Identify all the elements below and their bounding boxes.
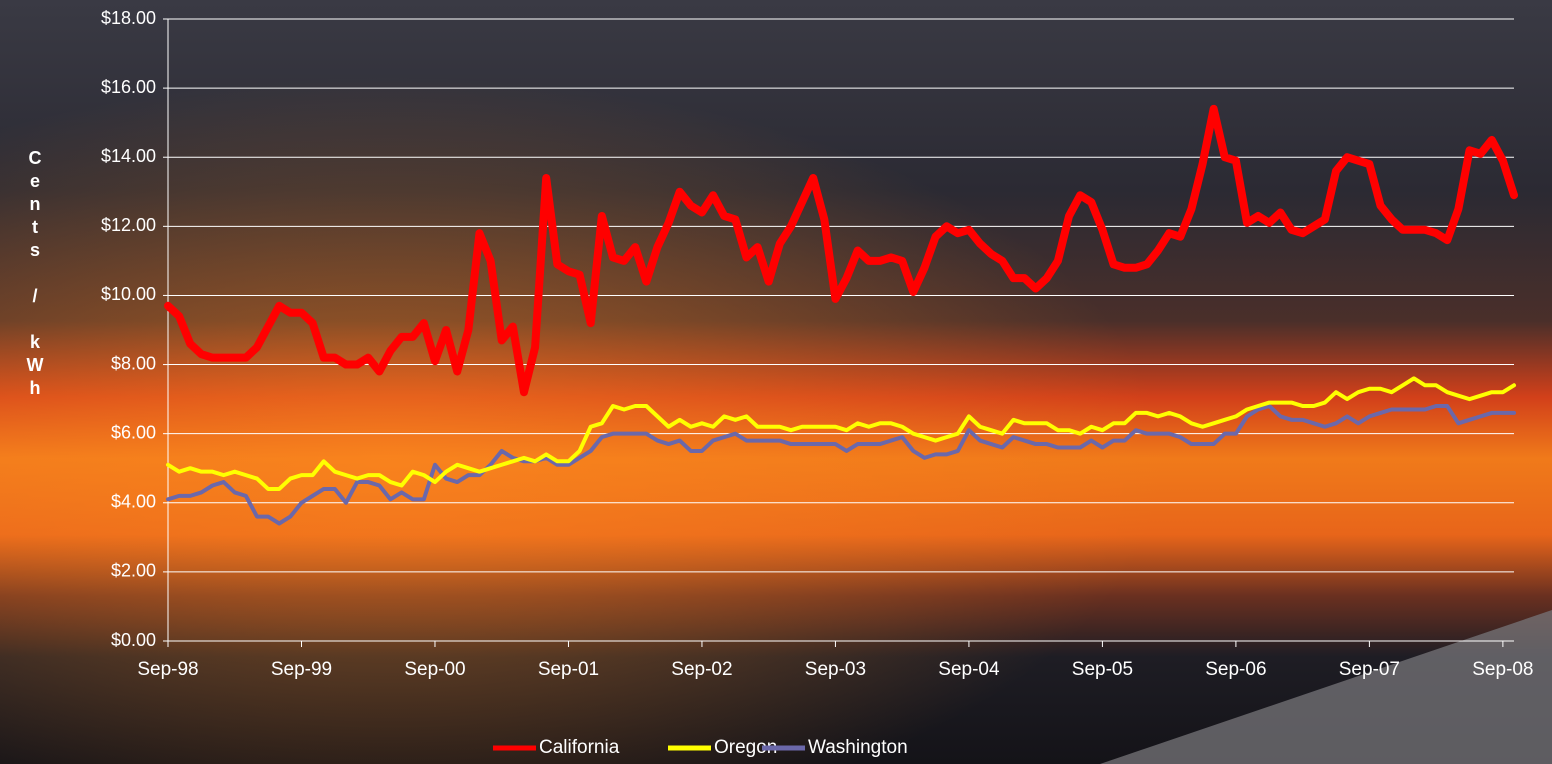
y-tick-label: $4.00 bbox=[111, 492, 156, 512]
series-line bbox=[166, 404, 1516, 526]
y-tick-label: $14.00 bbox=[101, 146, 156, 166]
x-tick-label: Sep-07 bbox=[1339, 659, 1400, 680]
y-tick-label: $8.00 bbox=[111, 353, 156, 373]
x-tick-label: Sep-01 bbox=[538, 659, 599, 680]
x-tick-label: Sep-00 bbox=[404, 659, 465, 680]
y-tick-label: $10.00 bbox=[101, 284, 156, 304]
background-wedge bbox=[1100, 610, 1552, 764]
y-tick-label: $6.00 bbox=[111, 422, 156, 442]
x-tick-label: Sep-03 bbox=[805, 659, 866, 680]
series-line bbox=[164, 104, 1518, 397]
x-tick-label: Sep-08 bbox=[1472, 659, 1533, 680]
y-tick-label: $18.00 bbox=[101, 8, 156, 28]
legend-label: California bbox=[539, 737, 620, 758]
y-tick-label: $16.00 bbox=[101, 77, 156, 97]
y-axis-title: Cents / kWh bbox=[25, 148, 45, 401]
y-tick-label: $2.00 bbox=[111, 561, 156, 581]
x-tick-label: Sep-04 bbox=[938, 659, 1000, 680]
x-tick-label: Sep-06 bbox=[1205, 659, 1266, 680]
x-tick-label: Sep-05 bbox=[1072, 659, 1133, 680]
y-tick-label: $0.00 bbox=[111, 630, 156, 650]
x-tick-label: Sep-99 bbox=[271, 659, 332, 680]
legend-label: Washington bbox=[808, 737, 908, 758]
x-tick-label: Sep-02 bbox=[671, 659, 732, 680]
series-line bbox=[166, 376, 1516, 491]
x-tick-label: Sep-98 bbox=[137, 659, 198, 680]
plot-area: $0.00 $2.00 $4.00 $6.00 $8.00 $10.00 $12.00 $14… bbox=[101, 8, 1534, 758]
legend-label: Oregon bbox=[714, 737, 777, 758]
y-tick-label: $12.00 bbox=[101, 215, 156, 235]
